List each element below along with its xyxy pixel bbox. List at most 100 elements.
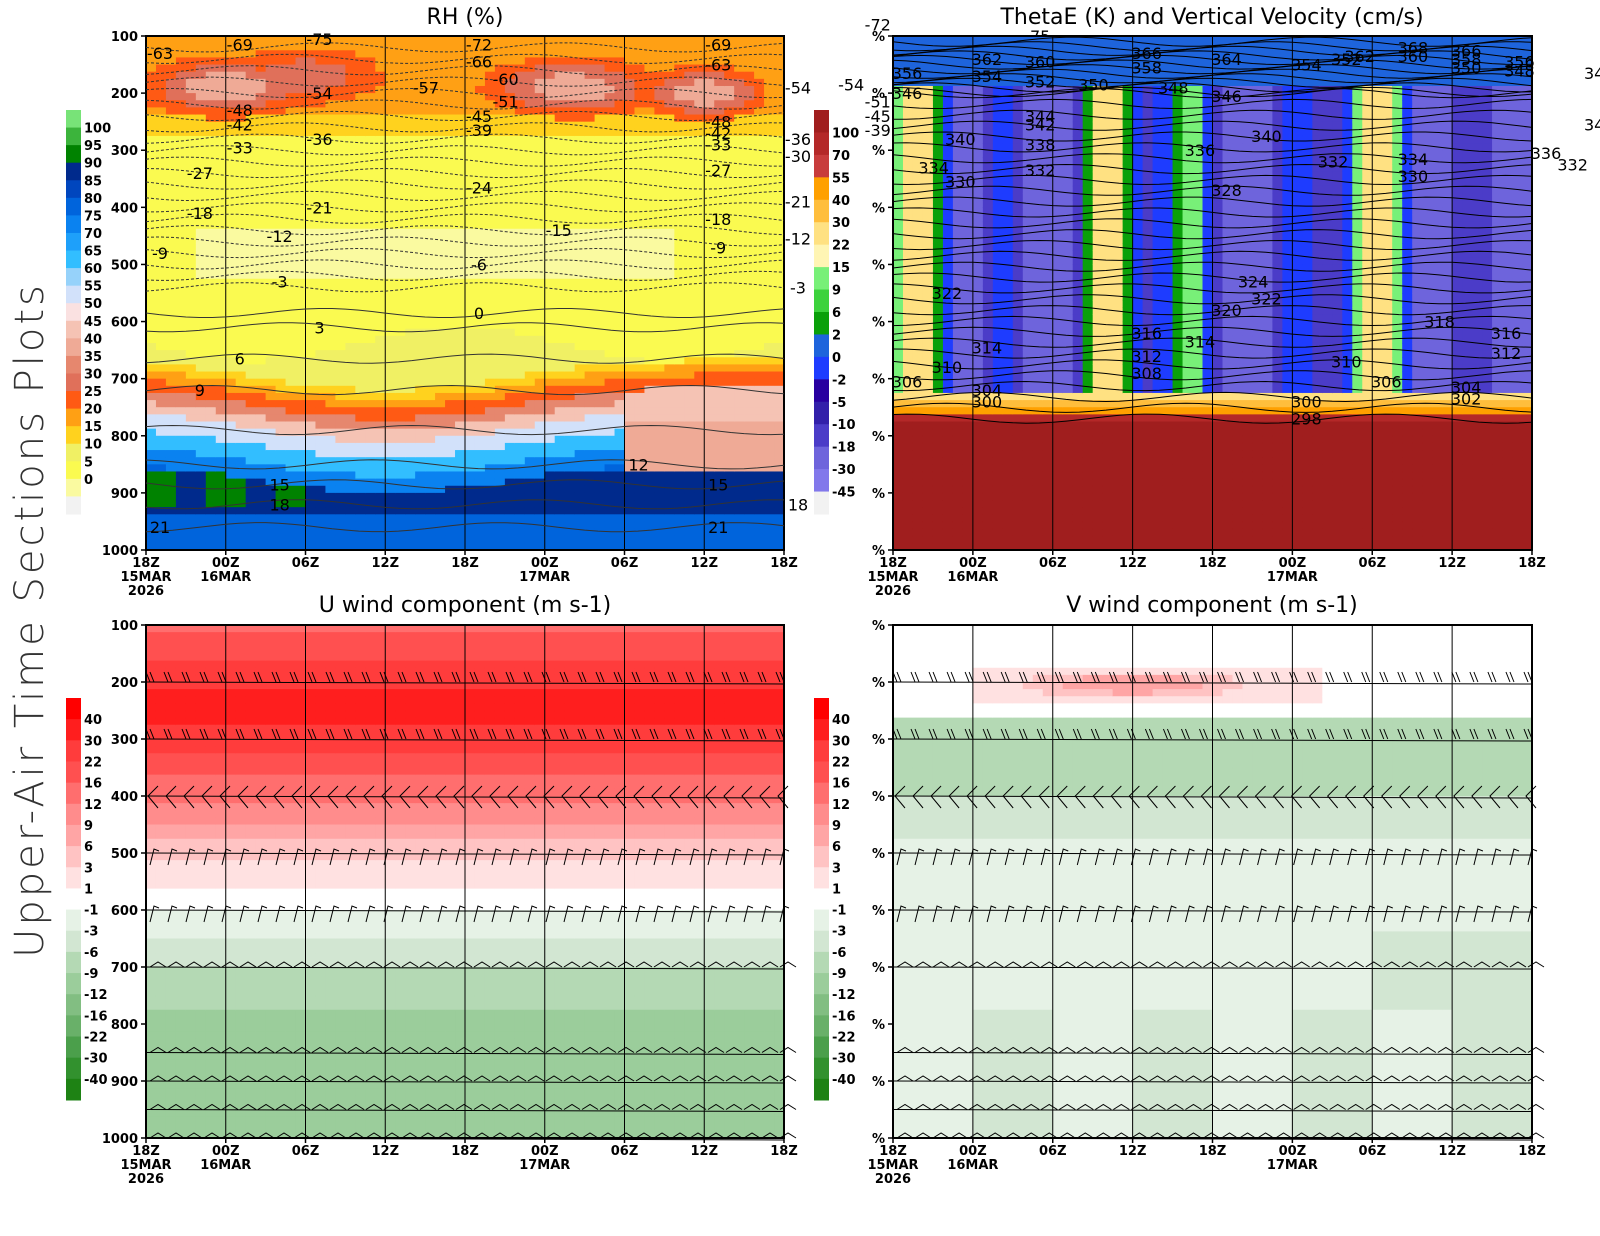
rh-cell (604, 364, 616, 373)
rh-cell (365, 350, 376, 358)
rh-cell (325, 143, 337, 151)
rh-cell (255, 428, 267, 437)
rh-cell (534, 428, 546, 437)
rh-cell (185, 171, 197, 180)
rh-cell (604, 78, 616, 87)
rh-cell (255, 221, 267, 230)
rh-contour-label: -69 (705, 36, 731, 55)
rh-cell (614, 50, 626, 59)
rh-cell (664, 150, 675, 158)
rh-cell (315, 478, 327, 487)
rh-cell (165, 492, 177, 501)
rh-cell (235, 457, 247, 465)
rh-cell (714, 128, 725, 137)
rh-cell (285, 57, 297, 66)
rh-cell (205, 164, 217, 173)
rh-cell (405, 200, 416, 208)
rh-cell (754, 457, 765, 465)
rh-cell (225, 271, 237, 280)
rh-cell (774, 371, 785, 380)
rh-cell (604, 328, 616, 337)
rh-cell (405, 128, 416, 137)
rh-cell (704, 300, 715, 308)
rh-cell (165, 464, 177, 473)
rh-cell (195, 528, 207, 537)
rh-cell (255, 250, 267, 258)
rh-cell (634, 128, 646, 137)
rh-cell (285, 135, 297, 144)
rh-cell (175, 271, 187, 280)
rh-cell (205, 357, 217, 365)
rh-contour-label: -18 (705, 210, 731, 229)
rh-cell (644, 450, 656, 458)
rh-cell (355, 178, 366, 187)
rh-cell (624, 193, 636, 201)
rh-cell (245, 464, 257, 473)
rh-cell (744, 485, 755, 494)
rh-cell (305, 350, 317, 358)
rh-cell (484, 64, 496, 73)
rh-cell (205, 257, 217, 266)
rh-cell (335, 464, 346, 473)
rh-cell (724, 521, 735, 530)
rh-cell (744, 235, 755, 244)
rh-cell (465, 71, 476, 80)
rh-cell (564, 257, 576, 266)
rh-cell (146, 157, 157, 166)
rh-cell (325, 228, 337, 237)
rh-cell (584, 264, 596, 273)
rh-cell (574, 407, 586, 415)
rh-cell (165, 93, 177, 101)
rh-cell (195, 71, 207, 80)
rh-cell (335, 143, 346, 151)
rh-cell (345, 264, 356, 273)
rh-cell (285, 342, 297, 351)
rh-cell (255, 135, 267, 144)
rh-cell (704, 528, 715, 537)
rh-cell (146, 243, 157, 251)
rh-cell (694, 207, 705, 216)
rh-cell (265, 250, 277, 258)
thetae-cell (893, 442, 904, 451)
rh-cell (335, 428, 346, 437)
rh-cell (245, 378, 257, 387)
rh-cell (225, 243, 237, 251)
rh-cell (225, 314, 237, 323)
rh-cell (255, 128, 267, 137)
rh-cell (594, 271, 606, 280)
rh-cell (265, 143, 277, 151)
rh-cell (245, 171, 257, 180)
rh-cell (325, 250, 337, 258)
rh-cell (185, 364, 197, 373)
rh-cell (245, 300, 257, 308)
rh-cell (684, 143, 695, 151)
rh-cell (764, 57, 775, 66)
rh-cell (544, 107, 556, 116)
rh-cell (604, 400, 616, 408)
rh-cell (674, 342, 685, 351)
rh-cell (245, 43, 257, 51)
rh-cell (714, 285, 725, 294)
rh-cell (195, 357, 207, 365)
rh-cell (385, 85, 396, 94)
rh-cell (395, 492, 406, 501)
rh-cell (764, 200, 775, 208)
rh-cell (764, 428, 775, 437)
thetae-cell (902, 114, 914, 123)
rh-cell (774, 57, 785, 66)
rh-cell (215, 385, 227, 394)
rh-cell (724, 400, 735, 408)
rh-cell (455, 300, 466, 308)
rh-cell (714, 93, 725, 101)
rh-cell (594, 157, 606, 166)
rh-cell (474, 521, 486, 530)
rh-cell (435, 293, 446, 301)
rh-cell (345, 185, 356, 194)
rh-cell (375, 421, 386, 430)
rh-cell (395, 471, 406, 480)
rh-cell (524, 71, 536, 80)
rh-cell (774, 342, 785, 351)
rh-cell (205, 85, 217, 94)
rh-cell (315, 264, 327, 273)
rh-cell (554, 321, 566, 330)
